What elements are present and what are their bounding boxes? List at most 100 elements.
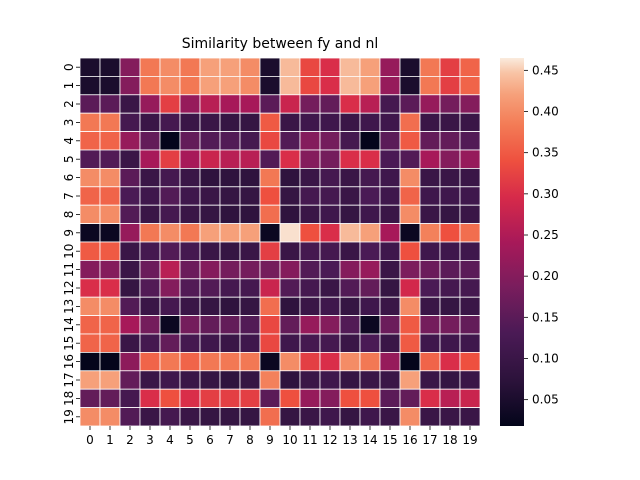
heatmap-cell-11-16 (399, 259, 421, 280)
heatmap-cell-9-9 (259, 223, 281, 243)
heatmap-cell-16-19 (459, 351, 481, 372)
heatmap-cell-14-1 (99, 315, 121, 335)
heatmap-cell-2-17 (419, 94, 441, 114)
heatmap-cell-14-10 (279, 315, 301, 335)
y-tick-label-6: 6 (62, 174, 76, 182)
heatmap-cell-12-8 (239, 278, 261, 298)
heatmap-cell-13-3 (139, 296, 161, 317)
heatmap-cell-9-15 (379, 223, 401, 243)
heatmap-cell-12-18 (439, 278, 461, 298)
heatmap-cell-5-4 (159, 149, 181, 169)
heatmap-cell-6-1 (99, 167, 121, 188)
y-tick-label-5: 5 (62, 155, 76, 163)
heatmap-cell-16-3 (139, 351, 161, 372)
heatmap-cell-15-18 (439, 333, 461, 353)
heatmap-cell-11-7 (219, 259, 241, 280)
heatmap-cell-6-15 (379, 167, 401, 188)
x-tick-label-11: 11 (302, 433, 317, 447)
heatmap-cell-11-14 (359, 259, 381, 280)
heatmap-cell-16-18 (439, 351, 461, 372)
heatmap-cell-5-3 (139, 149, 161, 169)
heatmap-cell-13-9 (259, 296, 281, 317)
heatmap-cell-7-17 (419, 186, 441, 206)
heatmap-cell-13-16 (399, 296, 421, 317)
heatmap-cell-14-9 (259, 315, 281, 335)
heatmap-cell-19-18 (439, 407, 461, 427)
heatmap-cell-16-6 (199, 351, 221, 372)
x-tick-label-9: 9 (266, 433, 274, 447)
heatmap-cell-17-16 (399, 370, 421, 390)
heatmap-cell-0-15 (379, 57, 401, 77)
heatmap-cell-2-14 (359, 94, 381, 114)
y-tick-label-18: 18 (62, 391, 76, 406)
heatmap-cell-16-4 (159, 351, 181, 372)
heatmap-cell-15-0 (79, 333, 101, 353)
y-tick-label-11: 11 (62, 262, 76, 277)
heatmap-cell-13-1 (99, 296, 121, 317)
heatmap-cell-14-15 (379, 315, 401, 335)
heatmap-cell-4-10 (279, 131, 301, 151)
heatmap-cell-17-17 (419, 370, 441, 390)
heatmap-cell-2-13 (339, 94, 361, 114)
heatmap-cell-4-8 (239, 131, 261, 151)
colorbar-tick-label-8: 0.45 (532, 63, 559, 77)
heatmap-cell-17-15 (379, 370, 401, 390)
heatmap-cell-16-12 (319, 351, 341, 372)
heatmap-cell-4-13 (339, 131, 361, 151)
y-tick-label-19: 19 (62, 409, 76, 424)
heatmap-cell-1-11 (299, 76, 321, 96)
heatmap-cell-0-10 (279, 57, 301, 77)
heatmap-cell-13-12 (319, 296, 341, 317)
heatmap-cell-4-5 (179, 131, 201, 151)
heatmap-cell-15-10 (279, 333, 301, 353)
heatmap-cell-8-8 (239, 204, 261, 224)
heatmap-cell-1-15 (379, 76, 401, 96)
heatmap-cell-8-2 (119, 204, 141, 224)
heatmap-cell-19-17 (419, 407, 441, 427)
heatmap-cell-5-14 (359, 149, 381, 169)
heatmap-cell-2-16 (399, 94, 421, 114)
heatmap-cell-15-6 (199, 333, 221, 353)
x-tick-label-18: 18 (442, 433, 457, 447)
y-tick-label-0: 0 (62, 63, 76, 71)
heatmap-cell-14-8 (239, 315, 261, 335)
heatmap-cell-1-8 (239, 76, 261, 96)
heatmap-cell-17-2 (119, 370, 141, 390)
heatmap-cell-5-17 (419, 149, 441, 169)
heatmap-cell-15-9 (259, 333, 281, 353)
heatmap-cell-0-16 (399, 57, 421, 77)
heatmap-cell-14-11 (299, 315, 321, 335)
heatmap-cell-4-17 (419, 131, 441, 151)
heatmap-cell-8-16 (399, 204, 421, 224)
heatmap-cell-16-17 (419, 351, 441, 372)
heatmap-cell-3-19 (459, 112, 481, 132)
heatmap-cell-12-2 (119, 278, 141, 298)
heatmap-cell-14-19 (459, 315, 481, 335)
heatmap-cell-6-12 (319, 167, 341, 188)
heatmap-cell-6-3 (139, 167, 161, 188)
y-tick-label-15: 15 (62, 336, 76, 351)
x-tick-label-6: 6 (206, 433, 214, 447)
heatmap-cell-11-9 (259, 259, 281, 280)
heatmap-cell-17-5 (179, 370, 201, 390)
heatmap-cell-2-11 (299, 94, 321, 114)
heatmap-cell-14-16 (399, 315, 421, 335)
heatmap-cell-16-5 (179, 351, 201, 372)
heatmap-cell-16-14 (359, 351, 381, 372)
heatmap-cell-15-4 (159, 333, 181, 353)
heatmap-cell-0-19 (459, 57, 481, 77)
heatmap-cell-6-2 (119, 167, 141, 188)
heatmap-cell-12-0 (79, 278, 101, 298)
heatmap-cell-3-2 (119, 112, 141, 132)
heatmap-cell-18-9 (259, 388, 281, 409)
heatmap-cell-13-4 (159, 296, 181, 317)
y-tick-label-14: 14 (62, 317, 76, 332)
heatmap-cell-15-14 (359, 333, 381, 353)
heatmap-cell-7-9 (259, 186, 281, 206)
x-tick-label-2: 2 (126, 433, 134, 447)
heatmap-cell-8-10 (279, 204, 301, 224)
x-tick-label-15: 15 (382, 433, 397, 447)
heatmap-cell-6-13 (339, 167, 361, 188)
heatmap-cell-9-19 (459, 223, 481, 243)
